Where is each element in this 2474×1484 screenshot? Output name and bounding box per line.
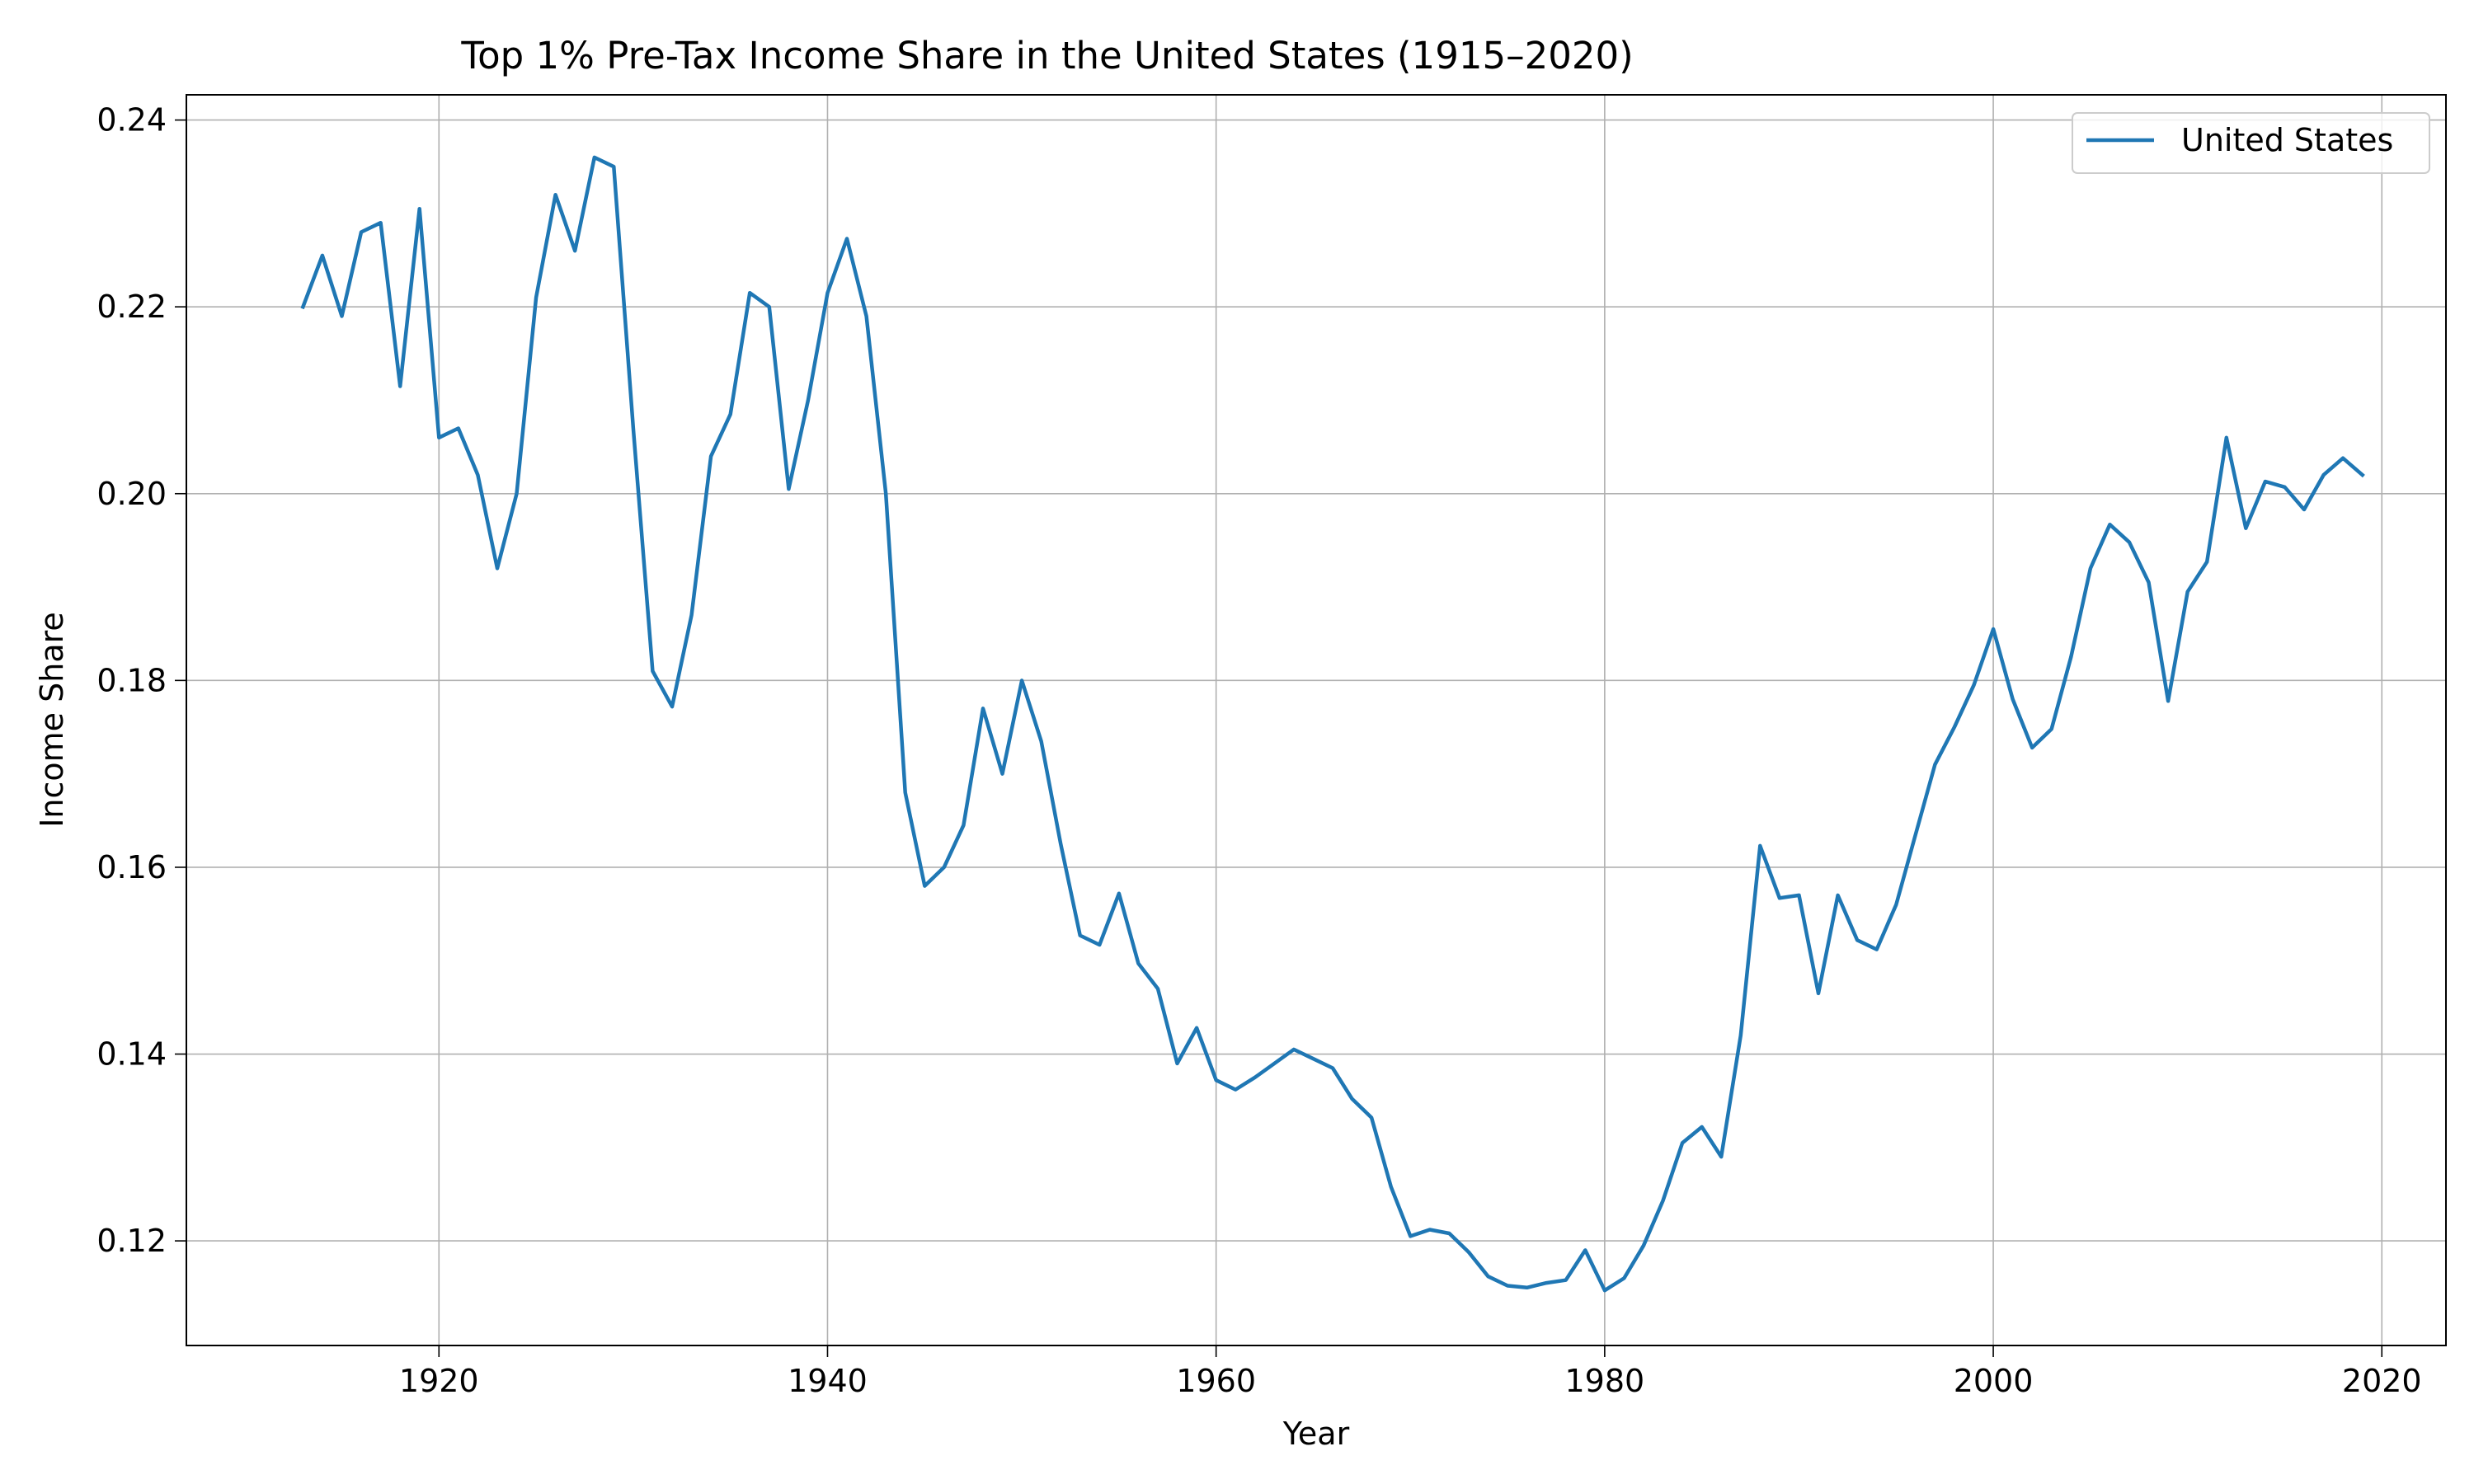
x-axis: 1920 1940 1960 1980 2000 2020 bbox=[399, 1345, 2422, 1399]
chart-title: Top 1% Pre-Tax Income Share in the Unite… bbox=[460, 34, 1633, 77]
y-tick-label: 0.16 bbox=[96, 849, 167, 885]
y-tick-label: 0.12 bbox=[96, 1223, 167, 1259]
series-layer bbox=[300, 155, 2365, 1293]
x-axis-title: Year bbox=[1282, 1416, 1350, 1452]
y-tick-label: 0.18 bbox=[96, 662, 167, 698]
legend-box bbox=[2072, 112, 2430, 174]
series-line-united-states bbox=[300, 155, 2365, 1293]
y-tick-label: 0.20 bbox=[96, 476, 167, 512]
x-tick-label: 1980 bbox=[1565, 1363, 1645, 1399]
x-tick-label: 1920 bbox=[399, 1363, 479, 1399]
y-tick-label: 0.24 bbox=[96, 102, 167, 139]
legend-label-united-states: United States bbox=[2181, 122, 2393, 158]
y-tick-label: 0.14 bbox=[96, 1036, 167, 1073]
legend: United States bbox=[2072, 112, 2430, 174]
gridlines bbox=[186, 95, 2446, 1345]
y-axis: 0.12 0.14 0.16 0.18 0.20 0.22 0.24 bbox=[96, 102, 186, 1259]
y-axis-title: Income Share bbox=[34, 612, 70, 828]
x-tick-label: 1940 bbox=[788, 1363, 868, 1399]
x-tick-label: 2020 bbox=[2342, 1363, 2422, 1399]
x-tick-label: 1960 bbox=[1176, 1363, 1256, 1399]
x-tick-label: 2000 bbox=[1954, 1363, 2034, 1399]
plot-area-frame bbox=[186, 94, 2447, 1346]
y-tick-label: 0.22 bbox=[96, 289, 167, 325]
